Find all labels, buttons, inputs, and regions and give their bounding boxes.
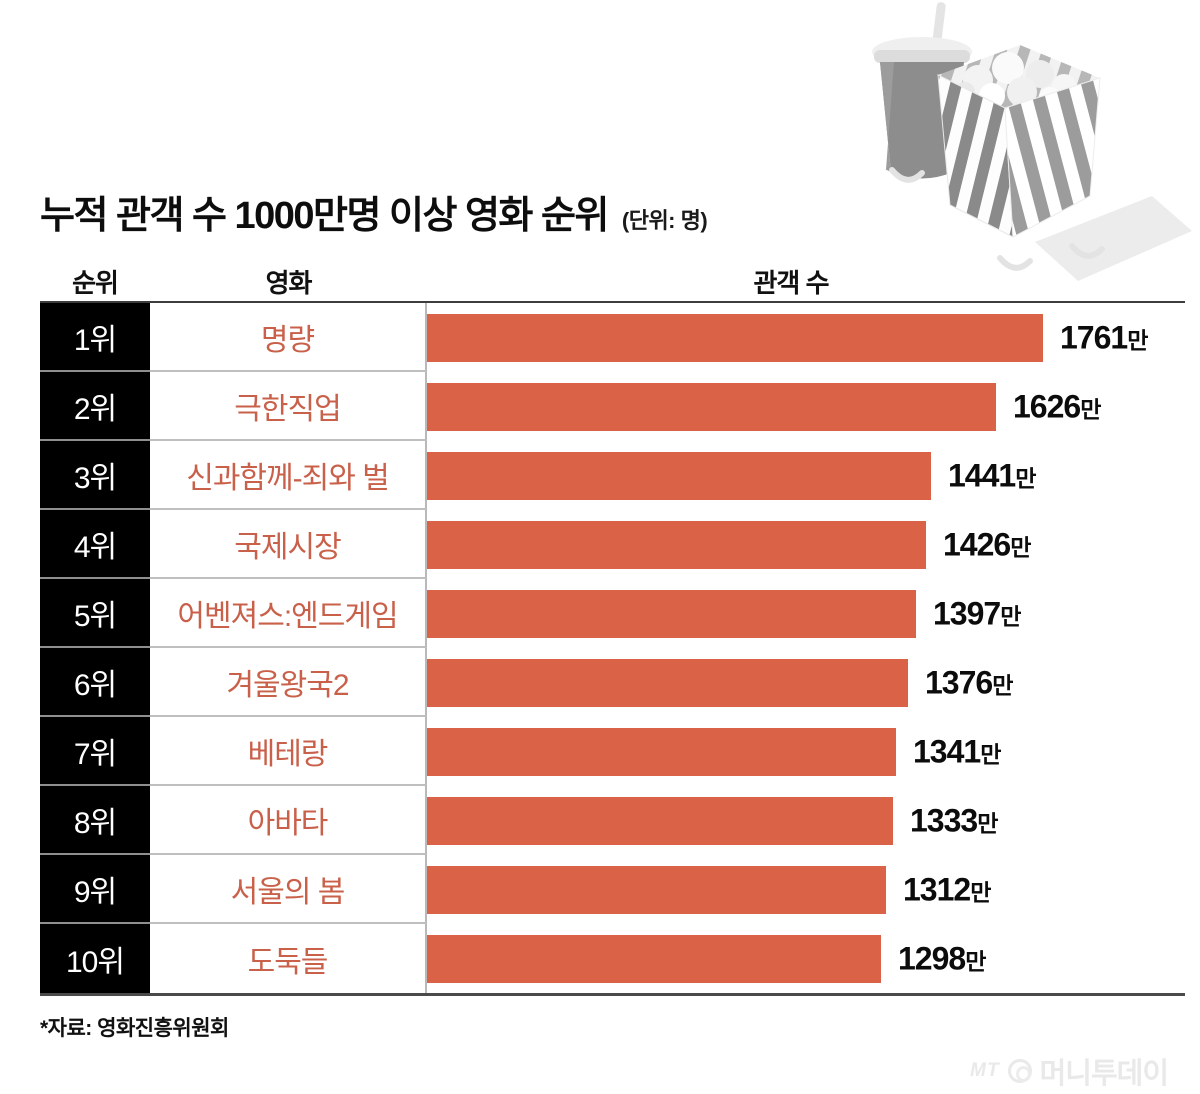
movie-name: 서울의 봄	[150, 855, 427, 924]
rank-cell: 8위	[40, 786, 150, 855]
unit-label: (단위: 명)	[621, 208, 708, 233]
bar-cell: 1376만	[427, 648, 1185, 717]
table-row: 8위 아바타 1333만	[40, 786, 1185, 855]
popcorn-drink-illustration	[872, 2, 1192, 281]
column-header-audience: 관객 수	[753, 268, 830, 298]
bar-cell: 1341만	[427, 717, 1185, 786]
bar-cell: 1441만	[427, 441, 1185, 510]
moneytoday-logo: MT 머니투데이	[970, 1050, 1169, 1092]
popcorn-box-icon	[937, 45, 1101, 238]
rank-cell: 6위	[40, 648, 150, 717]
rank-cell: 7위	[40, 717, 150, 786]
rank-cell: 3위	[40, 441, 150, 510]
rank-cell: 5위	[40, 579, 150, 648]
bar-cell: 1397만	[427, 579, 1185, 648]
bar-cell: 1333만	[427, 786, 1185, 855]
movie-name: 국제시장	[150, 510, 427, 579]
rank-cell: 9위	[40, 855, 150, 924]
bar-cell: 1312만	[427, 855, 1185, 924]
bar-cell: 1426만	[427, 510, 1185, 579]
moneytoday-logo-icon	[1007, 1059, 1032, 1083]
table-row: 10위 도둑들 1298만	[40, 924, 1185, 993]
table-row: 5위 어벤져스:엔드게임 1397만	[40, 579, 1185, 648]
table-row: 7위 베테랑 1341만	[40, 717, 1185, 786]
audience-value: 1761만	[1060, 319, 1148, 355]
audience-bar	[427, 659, 908, 707]
table-row: 1위 명량 1761만	[40, 303, 1185, 372]
audience-value: 1626만	[1013, 388, 1101, 424]
rank-cell: 4위	[40, 510, 150, 579]
audience-value: 1333만	[910, 802, 998, 838]
audience-value: 1312만	[903, 871, 991, 907]
audience-bar	[427, 728, 896, 776]
movie-name: 겨울왕국2	[150, 648, 427, 717]
bar-cell: 1626만	[427, 372, 1185, 441]
page-title: 누적 관객 수 1000만명 이상 영화 순위	[40, 195, 609, 237]
audience-bar	[427, 521, 926, 569]
audience-value: 1341만	[913, 733, 1001, 769]
source-note: *자료: 영화진흥위원회	[40, 1017, 229, 1040]
ranking-table: 순위 영화 관객 수 1위 명량 1761만 2위 극한직업 1626만 3위 신과함께-죄와…	[40, 262, 1185, 996]
audience-value: 1376만	[925, 664, 1013, 700]
table-row: 3위 신과함께-죄와 벌 1441만	[40, 441, 1185, 510]
table-row: 6위 겨울왕국2 1376만	[40, 648, 1185, 717]
movie-name: 도둑들	[150, 924, 427, 993]
table-body: 1위 명량 1761만 2위 극한직업 1626만 3위 신과함께-죄와 벌 1441만 4위 국제…	[40, 303, 1185, 996]
movie-name: 신과함께-죄와 벌	[150, 441, 427, 510]
column-header-rank: 순위	[72, 268, 119, 298]
audience-bar	[427, 866, 886, 914]
table-row: 2위 극한직업 1626만	[40, 372, 1185, 441]
table-header: 순위 영화 관객 수	[40, 262, 1185, 303]
audience-bar	[427, 383, 996, 431]
title-row: 누적 관객 수 1000만명 이상 영화 순위 (단위: 명)	[40, 184, 708, 239]
bar-cell: 1761만	[427, 303, 1185, 372]
movie-name: 아바타	[150, 786, 427, 855]
audience-bar	[427, 590, 916, 638]
audience-bar	[427, 935, 881, 983]
moneytoday-mt-text: MT	[970, 1060, 1000, 1081]
movie-name: 어벤져스:엔드게임	[150, 579, 427, 648]
audience-bar	[427, 452, 931, 500]
audience-bar	[427, 797, 893, 845]
audience-value: 1397만	[933, 595, 1021, 631]
movie-name: 명량	[150, 303, 427, 372]
rank-cell: 10위	[40, 924, 150, 993]
audience-bar	[427, 314, 1043, 362]
bar-cell: 1298만	[427, 924, 1185, 993]
audience-value: 1426만	[943, 526, 1031, 562]
kernel-arcs	[889, 167, 1105, 271]
table-row: 4위 국제시장 1426만	[40, 510, 1185, 579]
movie-name: 베테랑	[150, 717, 427, 786]
rank-cell: 1위	[40, 303, 150, 372]
table-row: 9위 서울의 봄 1312만	[40, 855, 1185, 924]
moneytoday-name-text: 머니투데이	[1039, 1058, 1169, 1090]
audience-value: 1298만	[898, 940, 986, 976]
movie-name: 극한직업	[150, 372, 427, 441]
audience-value: 1441만	[948, 457, 1036, 493]
rank-cell: 2위	[40, 372, 150, 441]
column-header-movie: 영화	[265, 268, 313, 298]
floor-shadow	[1035, 196, 1192, 281]
